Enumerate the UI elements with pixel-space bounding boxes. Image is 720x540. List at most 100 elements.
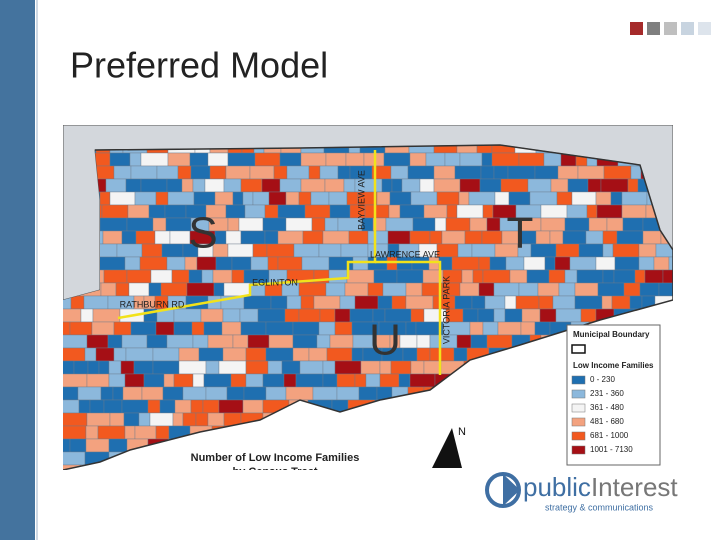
- tract: [218, 399, 244, 414]
- tract: [354, 295, 379, 310]
- tract: [184, 256, 198, 271]
- tract: [552, 295, 576, 310]
- tract: [115, 282, 130, 297]
- tract: [173, 308, 202, 323]
- tract: [182, 412, 197, 427]
- tract: [564, 269, 578, 284]
- tract: [538, 295, 554, 310]
- tract: [122, 386, 143, 401]
- tract: [515, 295, 540, 310]
- tract: [367, 230, 389, 245]
- tract: [245, 373, 264, 388]
- tract: [87, 360, 100, 375]
- legend-swatch: [571, 403, 586, 413]
- tract: [112, 386, 124, 401]
- tract: [446, 204, 458, 219]
- tract: [292, 321, 320, 336]
- tract: [505, 256, 525, 271]
- tract: [83, 295, 109, 310]
- tract: [508, 191, 531, 206]
- tract: [69, 438, 87, 453]
- tract: [429, 347, 455, 362]
- tract: [464, 230, 483, 245]
- tract: [173, 373, 194, 388]
- tract: [63, 386, 79, 401]
- tract: [63, 425, 87, 440]
- tract: [77, 386, 102, 401]
- tract: [329, 334, 354, 349]
- tract: [471, 295, 486, 310]
- tract: [662, 269, 673, 284]
- tract: [155, 321, 175, 336]
- tract: [128, 282, 150, 297]
- tract: [481, 230, 503, 245]
- tract: [238, 217, 264, 232]
- tract: [277, 204, 306, 219]
- tract: [567, 178, 589, 193]
- tract: [451, 256, 480, 271]
- corner-squares: [630, 22, 711, 35]
- road-label: VICTORIA PARK: [441, 276, 451, 344]
- map-title: Number of Low Income Families: [191, 452, 360, 464]
- tract: [489, 256, 507, 271]
- tract: [277, 256, 303, 271]
- legend-label: 231 - 360: [590, 389, 624, 398]
- tract: [171, 269, 190, 284]
- tract: [148, 282, 162, 297]
- tract: [221, 321, 242, 336]
- tract: [243, 386, 267, 401]
- tract: [85, 425, 99, 440]
- tract: [63, 347, 86, 362]
- tract: [462, 308, 479, 323]
- tract: [336, 373, 356, 388]
- tract: [202, 399, 220, 414]
- tract: [286, 165, 310, 180]
- tract: [292, 334, 318, 349]
- tract: [308, 165, 321, 180]
- tract: [469, 321, 484, 336]
- tract: [190, 399, 204, 414]
- tract: [622, 217, 644, 232]
- tract: [324, 178, 345, 193]
- tract: [377, 295, 393, 310]
- tract: [298, 308, 321, 323]
- road-label: RATHBURN RD: [120, 299, 185, 309]
- tract: [225, 204, 246, 219]
- tract: [252, 243, 268, 258]
- tract: [606, 217, 624, 232]
- tract: [232, 334, 249, 349]
- tract: [63, 321, 71, 336]
- tract: [304, 204, 331, 219]
- tract: [242, 399, 264, 414]
- tract: [113, 321, 132, 336]
- tract: [141, 243, 163, 258]
- tract: [537, 282, 560, 297]
- tract: [316, 334, 331, 349]
- tract: [125, 178, 142, 193]
- tract: [389, 191, 412, 206]
- tract: [535, 230, 551, 245]
- tract: [410, 308, 425, 323]
- tract: [63, 412, 88, 427]
- tract: [212, 269, 233, 284]
- tract: [578, 243, 604, 258]
- tract: [200, 308, 224, 323]
- tract: [405, 295, 434, 310]
- tract: [459, 178, 481, 193]
- tract: [162, 386, 184, 401]
- tract: [150, 269, 173, 284]
- tract: [493, 282, 520, 297]
- tract: [109, 152, 131, 167]
- tract: [459, 282, 480, 297]
- tract: [300, 178, 326, 193]
- tract: [407, 165, 435, 180]
- tract: [126, 217, 154, 232]
- tract: [529, 191, 558, 206]
- tract: [205, 386, 228, 401]
- tract: [159, 399, 176, 414]
- tract: [232, 191, 244, 206]
- tract: [178, 360, 207, 375]
- tract: [324, 217, 339, 232]
- tract: [416, 347, 431, 362]
- tract: [165, 217, 192, 232]
